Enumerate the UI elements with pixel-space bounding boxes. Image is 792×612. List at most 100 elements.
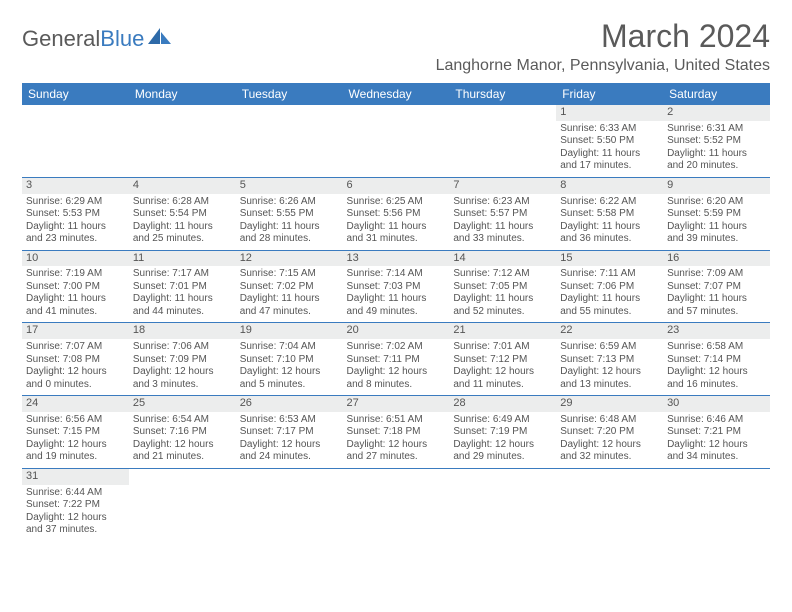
sunrise-line: Sunrise: 7:07 AM (26, 341, 125, 354)
day-number: 12 (236, 251, 343, 267)
daylight-line: Daylight: 12 hours and 5 minutes. (240, 366, 339, 391)
day-body: Sunrise: 6:51 AMSunset: 7:18 PMDaylight:… (343, 412, 450, 468)
day-cell-14: 14Sunrise: 7:12 AMSunset: 7:05 PMDayligh… (449, 250, 556, 323)
sunrise-line: Sunrise: 6:46 AM (667, 414, 766, 427)
empty-cell (22, 105, 129, 177)
brand-part1: General (22, 26, 100, 52)
dayname-row: SundayMondayTuesdayWednesdayThursdayFrid… (22, 83, 770, 105)
daylight-line: Daylight: 11 hours and 33 minutes. (453, 221, 552, 246)
day-body: Sunrise: 7:04 AMSunset: 7:10 PMDaylight:… (236, 339, 343, 395)
sunset-line: Sunset: 5:54 PM (133, 208, 232, 221)
day-cell-12: 12Sunrise: 7:15 AMSunset: 7:02 PMDayligh… (236, 250, 343, 323)
sunrise-line: Sunrise: 6:31 AM (667, 123, 766, 136)
day-body: Sunrise: 6:28 AMSunset: 5:54 PMDaylight:… (129, 194, 236, 250)
sunset-line: Sunset: 7:16 PM (133, 426, 232, 439)
day-body: Sunrise: 6:23 AMSunset: 5:57 PMDaylight:… (449, 194, 556, 250)
day-body: Sunrise: 6:26 AMSunset: 5:55 PMDaylight:… (236, 194, 343, 250)
daylight-line: Daylight: 11 hours and 57 minutes. (667, 293, 766, 318)
sunrise-line: Sunrise: 7:06 AM (133, 341, 232, 354)
sunset-line: Sunset: 7:03 PM (347, 281, 446, 294)
day-cell-27: 27Sunrise: 6:51 AMSunset: 7:18 PMDayligh… (343, 396, 450, 469)
sunset-line: Sunset: 5:57 PM (453, 208, 552, 221)
daylight-line: Daylight: 12 hours and 19 minutes. (26, 439, 125, 464)
sunset-line: Sunset: 7:09 PM (133, 354, 232, 367)
daylight-line: Daylight: 11 hours and 17 minutes. (560, 148, 659, 173)
day-number: 15 (556, 251, 663, 267)
day-body: Sunrise: 7:14 AMSunset: 7:03 PMDaylight:… (343, 266, 450, 322)
sunset-line: Sunset: 5:53 PM (26, 208, 125, 221)
day-number: 4 (129, 178, 236, 194)
sunrise-line: Sunrise: 6:20 AM (667, 196, 766, 209)
daylight-line: Daylight: 12 hours and 27 minutes. (347, 439, 446, 464)
day-cell-21: 21Sunrise: 7:01 AMSunset: 7:12 PMDayligh… (449, 323, 556, 396)
day-number: 10 (22, 251, 129, 267)
day-number: 29 (556, 396, 663, 412)
sunset-line: Sunset: 5:55 PM (240, 208, 339, 221)
week-row: 10Sunrise: 7:19 AMSunset: 7:00 PMDayligh… (22, 250, 770, 323)
day-number: 17 (22, 323, 129, 339)
day-body: Sunrise: 6:33 AMSunset: 5:50 PMDaylight:… (556, 121, 663, 177)
daylight-line: Daylight: 11 hours and 52 minutes. (453, 293, 552, 318)
week-row: 3Sunrise: 6:29 AMSunset: 5:53 PMDaylight… (22, 177, 770, 250)
day-body: Sunrise: 6:56 AMSunset: 7:15 PMDaylight:… (22, 412, 129, 468)
day-cell-28: 28Sunrise: 6:49 AMSunset: 7:19 PMDayligh… (449, 396, 556, 469)
day-cell-5: 5Sunrise: 6:26 AMSunset: 5:55 PMDaylight… (236, 177, 343, 250)
daylight-line: Daylight: 12 hours and 29 minutes. (453, 439, 552, 464)
day-number: 11 (129, 251, 236, 267)
sunset-line: Sunset: 7:00 PM (26, 281, 125, 294)
daylight-line: Daylight: 11 hours and 23 minutes. (26, 221, 125, 246)
daylight-line: Daylight: 11 hours and 25 minutes. (133, 221, 232, 246)
sunrise-line: Sunrise: 6:28 AM (133, 196, 232, 209)
sunrise-line: Sunrise: 6:54 AM (133, 414, 232, 427)
day-cell-24: 24Sunrise: 6:56 AMSunset: 7:15 PMDayligh… (22, 396, 129, 469)
empty-cell (236, 105, 343, 177)
empty-cell (556, 468, 663, 540)
day-cell-20: 20Sunrise: 7:02 AMSunset: 7:11 PMDayligh… (343, 323, 450, 396)
sunset-line: Sunset: 7:14 PM (667, 354, 766, 367)
day-body: Sunrise: 6:29 AMSunset: 5:53 PMDaylight:… (22, 194, 129, 250)
day-cell-16: 16Sunrise: 7:09 AMSunset: 7:07 PMDayligh… (663, 250, 770, 323)
day-number: 25 (129, 396, 236, 412)
day-number: 6 (343, 178, 450, 194)
daylight-line: Daylight: 11 hours and 31 minutes. (347, 221, 446, 246)
empty-cell (663, 468, 770, 540)
daylight-line: Daylight: 11 hours and 55 minutes. (560, 293, 659, 318)
week-row: 31Sunrise: 6:44 AMSunset: 7:22 PMDayligh… (22, 468, 770, 540)
sunrise-line: Sunrise: 6:29 AM (26, 196, 125, 209)
sunrise-line: Sunrise: 6:53 AM (240, 414, 339, 427)
sunset-line: Sunset: 7:01 PM (133, 281, 232, 294)
day-number: 1 (556, 105, 663, 121)
daylight-line: Daylight: 12 hours and 3 minutes. (133, 366, 232, 391)
day-cell-23: 23Sunrise: 6:58 AMSunset: 7:14 PMDayligh… (663, 323, 770, 396)
sunset-line: Sunset: 7:15 PM (26, 426, 125, 439)
sunset-line: Sunset: 7:07 PM (667, 281, 766, 294)
sunset-line: Sunset: 5:52 PM (667, 135, 766, 148)
day-cell-6: 6Sunrise: 6:25 AMSunset: 5:56 PMDaylight… (343, 177, 450, 250)
day-number: 9 (663, 178, 770, 194)
daylight-line: Daylight: 11 hours and 28 minutes. (240, 221, 339, 246)
empty-cell (449, 468, 556, 540)
sunrise-line: Sunrise: 6:26 AM (240, 196, 339, 209)
sunset-line: Sunset: 7:18 PM (347, 426, 446, 439)
daylight-line: Daylight: 12 hours and 16 minutes. (667, 366, 766, 391)
sunrise-line: Sunrise: 7:15 AM (240, 268, 339, 281)
day-cell-31: 31Sunrise: 6:44 AMSunset: 7:22 PMDayligh… (22, 468, 129, 540)
daylight-line: Daylight: 12 hours and 34 minutes. (667, 439, 766, 464)
day-cell-17: 17Sunrise: 7:07 AMSunset: 7:08 PMDayligh… (22, 323, 129, 396)
day-body: Sunrise: 7:09 AMSunset: 7:07 PMDaylight:… (663, 266, 770, 322)
sunrise-line: Sunrise: 7:14 AM (347, 268, 446, 281)
empty-cell (449, 105, 556, 177)
empty-cell (129, 105, 236, 177)
day-cell-9: 9Sunrise: 6:20 AMSunset: 5:59 PMDaylight… (663, 177, 770, 250)
sunset-line: Sunset: 7:19 PM (453, 426, 552, 439)
sunrise-line: Sunrise: 7:04 AM (240, 341, 339, 354)
day-body: Sunrise: 7:19 AMSunset: 7:00 PMDaylight:… (22, 266, 129, 322)
day-number: 23 (663, 323, 770, 339)
daylight-line: Daylight: 11 hours and 47 minutes. (240, 293, 339, 318)
sunrise-line: Sunrise: 7:17 AM (133, 268, 232, 281)
dayname-thursday: Thursday (449, 83, 556, 105)
day-body: Sunrise: 6:49 AMSunset: 7:19 PMDaylight:… (449, 412, 556, 468)
day-body: Sunrise: 6:25 AMSunset: 5:56 PMDaylight:… (343, 194, 450, 250)
day-cell-13: 13Sunrise: 7:14 AMSunset: 7:03 PMDayligh… (343, 250, 450, 323)
day-number: 21 (449, 323, 556, 339)
